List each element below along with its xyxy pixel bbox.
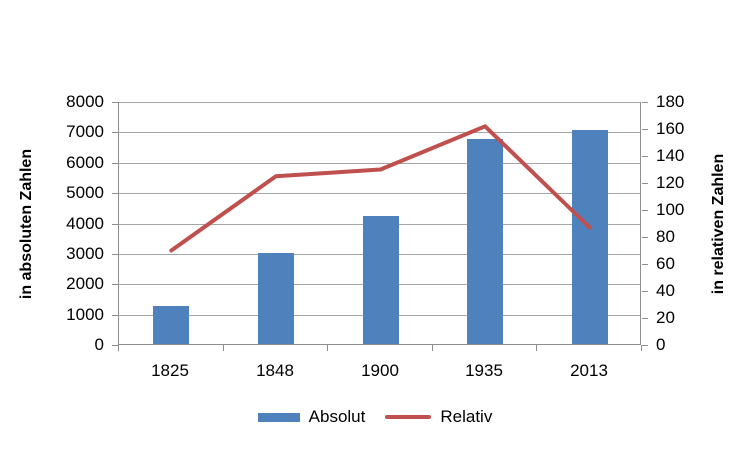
right-axis-tick-label: 0 [656, 335, 666, 354]
right-axis-tick [642, 318, 648, 319]
right-axis-tick-label: 60 [656, 254, 675, 273]
left-axis-tick [112, 315, 118, 316]
left-axis-tick [112, 284, 118, 285]
right-axis-tick [642, 264, 648, 265]
right-axis-tick [642, 183, 648, 184]
right-axis-tick-label: 160 [656, 119, 685, 138]
right-axis-tick-label: 20 [656, 308, 675, 327]
x-axis-label: 1900 [361, 361, 399, 380]
right-axis-tick [642, 156, 648, 157]
right-axis-tick-label: 80 [656, 227, 675, 246]
x-axis-tick [327, 345, 328, 351]
left-axis-tick-label: 8000 [66, 92, 104, 111]
x-axis-tick [118, 345, 119, 351]
x-axis-tick [432, 345, 433, 351]
bar-absolut-1848 [258, 253, 294, 344]
right-axis-tick [642, 291, 648, 292]
x-axis-label: 1825 [151, 361, 189, 380]
legend: Absolut Relativ [0, 407, 750, 427]
left-axis-tick-label: 5000 [66, 183, 104, 202]
x-axis-label: 1848 [256, 361, 294, 380]
left-axis-tick [112, 224, 118, 225]
line-series-path [169, 124, 592, 253]
left-axis-tick-label: 1000 [66, 305, 104, 324]
gridline [119, 102, 640, 103]
gridline [119, 193, 640, 194]
left-axis-tick-label: 3000 [66, 244, 104, 263]
left-axis-tick-label: 6000 [66, 153, 104, 172]
right-axis-tick [642, 102, 648, 103]
left-axis-tick-label: 7000 [66, 122, 104, 141]
right-axis-tick-label: 180 [656, 92, 685, 111]
bar-absolut-1900 [363, 216, 399, 344]
legend-label-relativ: Relativ [440, 407, 493, 426]
bar-absolut-1935 [467, 139, 503, 344]
right-axis-tick [642, 345, 648, 346]
right-axis-tick-label: 40 [656, 281, 675, 300]
x-axis-tick [641, 345, 642, 351]
x-axis-tick [223, 345, 224, 351]
left-axis-tick [112, 345, 118, 346]
gridline [119, 132, 640, 133]
left-axis-tick [112, 193, 118, 194]
x-axis-label: 2013 [570, 361, 608, 380]
left-axis-tick [112, 132, 118, 133]
left-axis-tick [112, 163, 118, 164]
plot-area [118, 102, 641, 345]
legend-label-absolut: Absolut [308, 407, 366, 426]
right-axis-tick-label: 140 [656, 146, 685, 165]
gridline [119, 163, 640, 164]
left-axis-title: in absoluten Zahlen [18, 148, 35, 299]
line-relativ [169, 124, 592, 253]
right-axis-tick-label: 120 [656, 173, 685, 192]
legend-swatch-relativ [385, 415, 432, 419]
right-axis-tick [642, 237, 648, 238]
x-axis-tick [536, 345, 537, 351]
left-axis-tick [112, 102, 118, 103]
right-axis-tick [642, 210, 648, 211]
legend-item-absolut: Absolut [257, 407, 366, 427]
left-axis-tick-label: 0 [94, 335, 104, 354]
left-axis-tick [112, 254, 118, 255]
right-axis-tick-label: 100 [656, 200, 685, 219]
right-axis-tick [642, 129, 648, 130]
left-axis-tick-label: 4000 [66, 214, 104, 233]
legend-swatch-absolut [257, 412, 300, 422]
legend-item-relativ: Relativ [385, 407, 492, 427]
left-axis-tick-label: 2000 [66, 274, 104, 293]
bar-absolut-2013 [572, 130, 608, 344]
x-axis-label: 1935 [465, 361, 503, 380]
bar-absolut-1825 [153, 306, 189, 344]
